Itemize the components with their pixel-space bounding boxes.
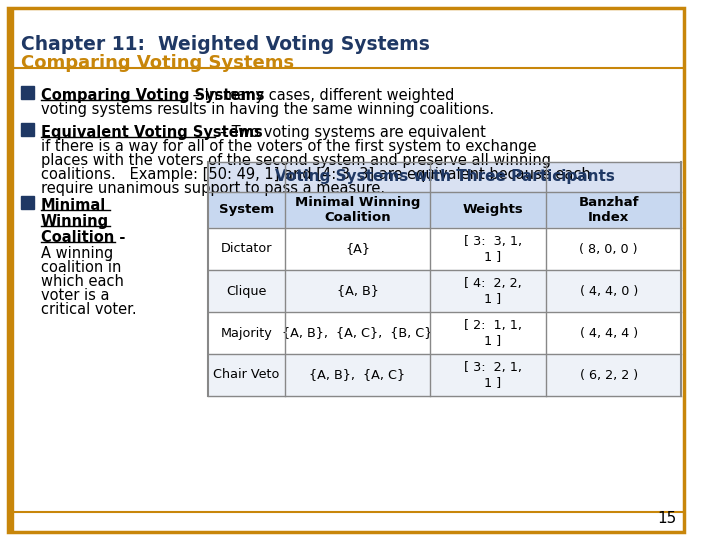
Text: [ 3:  2, 1,
1 ]: [ 3: 2, 1, 1 ]	[464, 361, 522, 389]
Text: Chapter 11:  Weighted Voting Systems: Chapter 11: Weighted Voting Systems	[22, 35, 430, 54]
Text: Banzhaf
Index: Banzhaf Index	[578, 196, 639, 224]
Text: coalitions.   Example: [50: 49, 1] and [4: 3, 3] are equivalent because each: coalitions. Example: [50: 49, 1] and [4:…	[40, 167, 590, 182]
Text: if there is a way for all of the voters of the first system to exchange: if there is a way for all of the voters …	[40, 139, 536, 154]
Text: Coalition -: Coalition -	[40, 230, 125, 245]
Text: 15: 15	[657, 511, 676, 526]
Text: Comparing Voting Systems: Comparing Voting Systems	[40, 88, 264, 103]
Text: coalition in: coalition in	[40, 260, 121, 275]
Bar	[208, 270, 681, 312]
Text: Dictator: Dictator	[220, 242, 272, 255]
Text: ( 4, 4, 0 ): ( 4, 4, 0 )	[580, 285, 638, 298]
Text: ( 6, 2, 2 ): ( 6, 2, 2 )	[580, 368, 638, 381]
Text: – Two voting systems are equivalent: – Two voting systems are equivalent	[215, 125, 486, 140]
Text: Voting Systems with Three Participants: Voting Systems with Three Participants	[274, 170, 614, 185]
Text: Clique: Clique	[226, 285, 266, 298]
Text: Minimal: Minimal	[40, 198, 106, 213]
Text: A winning: A winning	[40, 246, 113, 261]
Text: Equivalent Voting Systems: Equivalent Voting Systems	[40, 125, 262, 140]
Text: {A, B},  {A, C},  {B, C}: {A, B}, {A, C}, {B, C}	[282, 327, 433, 340]
Text: Majority: Majority	[220, 327, 272, 340]
Text: which each: which each	[40, 274, 123, 289]
Text: – In many cases, different weighted: – In many cases, different weighted	[189, 88, 455, 103]
Bar	[22, 123, 34, 136]
Text: Comparing Voting Systems: Comparing Voting Systems	[22, 54, 294, 72]
Bar	[208, 312, 681, 354]
Text: Minimal Winning
Coalition: Minimal Winning Coalition	[294, 196, 420, 224]
Text: [ 4:  2, 2,
1 ]: [ 4: 2, 2, 1 ]	[464, 277, 522, 305]
Bar	[208, 192, 681, 228]
Text: {A}: {A}	[345, 242, 370, 255]
Bar	[22, 196, 34, 209]
FancyBboxPatch shape	[8, 8, 684, 532]
Text: {A, B}: {A, B}	[336, 285, 379, 298]
Text: [ 2:  1, 1,
1 ]: [ 2: 1, 1, 1 ]	[464, 319, 522, 347]
Text: require unanimous support to pass a measure.: require unanimous support to pass a meas…	[40, 181, 384, 196]
Text: [ 3:  3, 1,
1 ]: [ 3: 3, 1, 1 ]	[464, 235, 522, 263]
Bar	[208, 354, 681, 396]
Text: Winning: Winning	[40, 214, 109, 229]
Bar	[8, 8, 12, 532]
Text: voting systems results in having the same winning coalitions.: voting systems results in having the sam…	[40, 102, 494, 117]
Text: {A, B},  {A, C}: {A, B}, {A, C}	[310, 368, 405, 381]
Text: System: System	[219, 204, 274, 217]
Bar	[208, 228, 681, 270]
Text: ( 8, 0, 0 ): ( 8, 0, 0 )	[580, 242, 638, 255]
Text: places with the voters of the second system and preserve all winning: places with the voters of the second sys…	[40, 153, 551, 168]
Bar	[22, 86, 34, 99]
Text: Chair Veto: Chair Veto	[213, 368, 279, 381]
Text: Weights: Weights	[462, 204, 523, 217]
Text: critical voter.: critical voter.	[40, 302, 136, 317]
Text: voter is a: voter is a	[40, 288, 109, 303]
Text: ( 4, 4, 4 ): ( 4, 4, 4 )	[580, 327, 638, 340]
Bar	[208, 162, 681, 192]
